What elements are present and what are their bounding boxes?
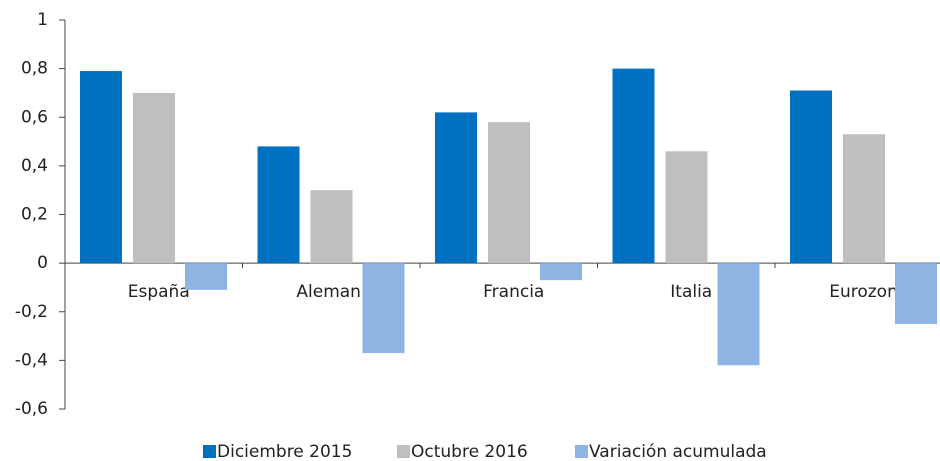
legend-label: Variación acumulada (589, 442, 767, 461)
y-tick-label: 0,8 (21, 59, 48, 79)
bar (133, 92, 175, 264)
y-tick-label: 0,4 (21, 156, 48, 176)
bar (612, 68, 655, 264)
bar (310, 190, 353, 264)
bar (540, 263, 582, 281)
x-tick-label: Alemania (296, 282, 376, 302)
y-tick-label: 0,6 (21, 107, 48, 127)
x-tick-label: España (128, 282, 190, 302)
y-tick-label: 0,2 (21, 205, 48, 225)
legend-label: Diciembre 2015 (217, 442, 352, 461)
bar (790, 90, 832, 264)
y-tick-label: -0,6 (15, 399, 48, 419)
bar (362, 263, 405, 354)
legend-swatch (397, 445, 410, 458)
y-tick-label: -0,4 (15, 350, 48, 370)
legend-label: Octubre 2016 (411, 442, 528, 461)
legend-swatch (575, 445, 588, 458)
x-tick-label: Eurozona (829, 282, 908, 302)
bar (185, 263, 227, 290)
bar (843, 134, 885, 264)
y-tick-label: -0,2 (15, 302, 48, 322)
x-tick-label: Italia (670, 282, 712, 302)
bar (257, 146, 300, 264)
bar (488, 122, 530, 264)
bar (665, 151, 708, 264)
legend-swatch (203, 445, 216, 458)
bar (717, 263, 760, 366)
y-tick-label: 0 (37, 253, 48, 273)
x-tick-label: Francia (483, 282, 544, 302)
y-tick-label: 1 (37, 10, 48, 30)
bar (80, 71, 122, 264)
bar (895, 263, 937, 324)
bar (435, 112, 477, 264)
